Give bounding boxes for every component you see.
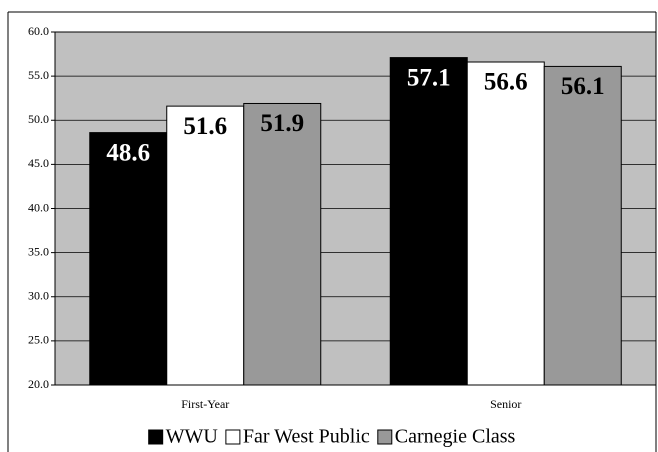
y-tick-label: 35.0 — [28, 244, 49, 258]
y-tick-label: 60.0 — [28, 24, 49, 38]
bar — [466, 61, 545, 386]
legend-label: Carnegie Class — [395, 426, 516, 448]
legend-swatch — [377, 429, 393, 445]
data-label: 56.6 — [484, 69, 528, 96]
data-label: 51.9 — [260, 110, 304, 137]
y-tick-label: 30.0 — [28, 289, 49, 303]
legend-swatch — [148, 429, 164, 445]
y-tick-label: 45.0 — [28, 156, 49, 170]
legend: WWU Far West Public Carnegie Class — [148, 426, 516, 448]
data-label: 57.1 — [407, 64, 451, 91]
data-label: 48.6 — [106, 139, 150, 166]
bar — [543, 65, 622, 386]
legend-label: Far West Public — [243, 426, 370, 448]
bar — [243, 102, 322, 386]
y-tick-label: 20.0 — [28, 377, 49, 391]
x-tick-label: Senior — [490, 397, 521, 411]
y-tick-label: 25.0 — [28, 333, 49, 347]
bar — [389, 57, 468, 386]
data-label: 56.1 — [561, 73, 605, 100]
legend-label: WWU — [166, 426, 219, 448]
y-tick-label: 40.0 — [28, 200, 49, 214]
bar — [166, 105, 245, 386]
y-tick-label: 50.0 — [28, 112, 49, 126]
y-tick-label: 55.0 — [28, 68, 49, 82]
bar — [89, 132, 168, 386]
data-label: 51.6 — [183, 113, 227, 140]
x-tick-label: First-Year — [181, 397, 229, 411]
legend-swatch — [225, 429, 241, 445]
